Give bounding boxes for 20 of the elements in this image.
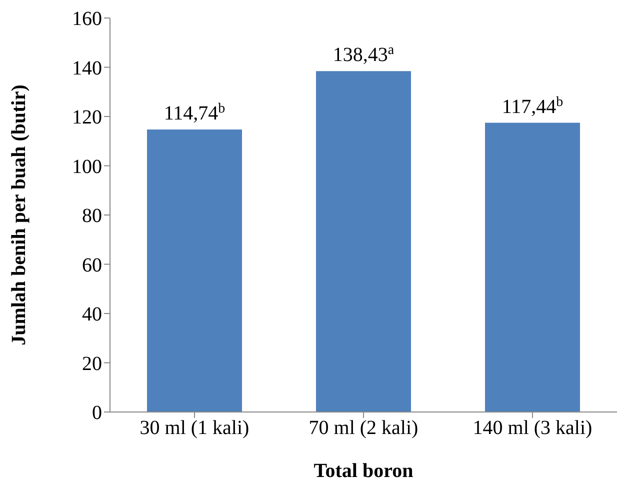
y-tick-label: 140 bbox=[72, 57, 102, 80]
data-label: 138,43$^{a}$ bbox=[332, 42, 395, 66]
bar bbox=[316, 71, 411, 412]
y-tick-label: 60 bbox=[82, 254, 102, 276]
y-tick-label: 20 bbox=[82, 352, 102, 375]
x-axis-title: Total boron bbox=[314, 460, 414, 482]
x-tick-label: 140 ml (3 kali) bbox=[472, 417, 592, 440]
y-axis-title: Jumlah benih per buah (butir) bbox=[8, 84, 30, 346]
y-tick-label: 40 bbox=[82, 304, 102, 326]
y-tick-label: 160 bbox=[72, 8, 102, 30]
bar bbox=[485, 122, 580, 412]
x-tick-label: 30 ml (1 kali) bbox=[140, 417, 250, 440]
data-label: 117,44$^{b}$ bbox=[502, 94, 564, 118]
y-tick-label: 0 bbox=[92, 402, 102, 424]
y-tick-label: 100 bbox=[72, 156, 102, 178]
x-tick-label: 70 ml (2 kali) bbox=[308, 417, 418, 440]
y-tick-label: 80 bbox=[82, 205, 102, 228]
data-label: 114,74$^{b}$ bbox=[164, 100, 226, 124]
bar bbox=[147, 129, 242, 412]
y-tick-label: 120 bbox=[72, 106, 102, 129]
